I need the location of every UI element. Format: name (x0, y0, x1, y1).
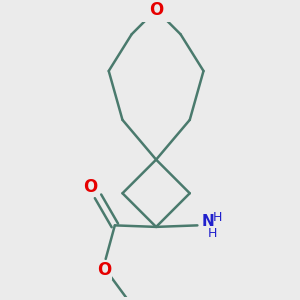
Text: O: O (149, 1, 163, 19)
Text: O: O (83, 178, 98, 196)
Text: H: H (207, 227, 217, 240)
Text: N: N (202, 214, 215, 229)
Text: O: O (97, 261, 111, 279)
Text: H: H (213, 211, 222, 224)
